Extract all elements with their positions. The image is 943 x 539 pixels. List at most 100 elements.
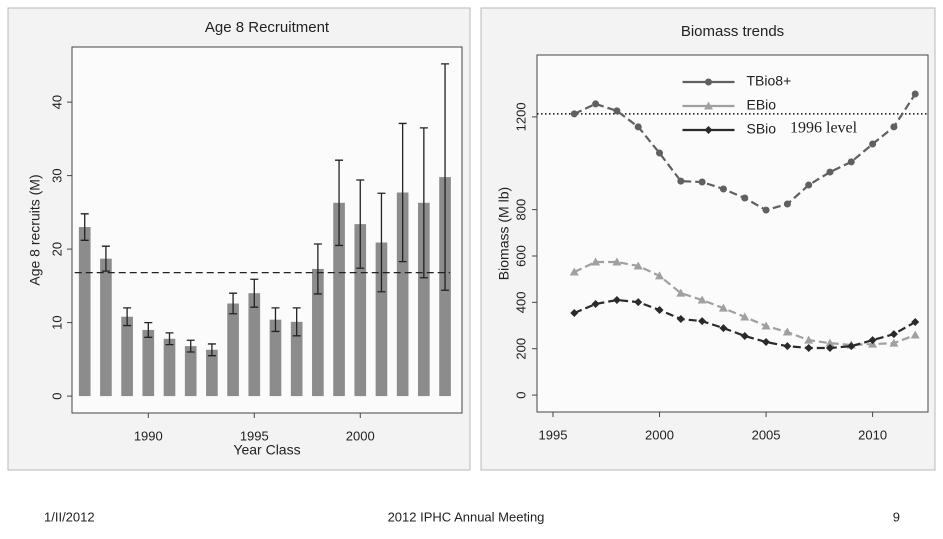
marker <box>719 185 727 193</box>
marker <box>804 344 813 353</box>
marker <box>762 337 771 346</box>
error-bar <box>441 63 450 291</box>
bar <box>227 303 239 397</box>
marker <box>761 321 771 330</box>
error-bar <box>186 339 195 353</box>
marker <box>676 288 686 297</box>
y-tick-label: 10 <box>49 315 64 329</box>
bar <box>396 192 409 397</box>
plot-area <box>536 54 929 413</box>
x-axis-label: Year Class <box>233 442 300 458</box>
error-bar <box>313 243 322 295</box>
marker <box>890 123 898 131</box>
reference-label: 1996 level <box>790 120 858 137</box>
x-tick-label: 2010 <box>858 427 887 442</box>
y-tick-label: 1200 <box>513 102 528 131</box>
marker <box>740 331 749 340</box>
error-bar <box>419 127 428 279</box>
bar <box>206 349 218 397</box>
marker <box>613 107 621 115</box>
x-tick-label: 2000 <box>645 427 674 442</box>
x-tick-label: 2005 <box>752 427 781 442</box>
marker <box>868 336 877 345</box>
x-tick-label: 1995 <box>240 428 269 443</box>
legend-marker <box>704 126 713 134</box>
bar <box>333 202 345 397</box>
marker <box>826 168 834 176</box>
error-bar <box>123 307 132 327</box>
marker <box>782 327 792 336</box>
marker <box>847 158 855 166</box>
bar <box>163 338 176 397</box>
marker <box>698 178 706 186</box>
marker <box>676 315 685 324</box>
error-bar <box>356 179 365 269</box>
marker <box>889 338 899 347</box>
marker <box>570 309 579 318</box>
bar <box>290 321 303 397</box>
y-tick-label: 20 <box>49 242 64 256</box>
error-bar <box>144 321 153 338</box>
legend-label: SBio <box>747 121 777 137</box>
bar <box>269 319 282 397</box>
footer-page: 9 <box>893 509 900 524</box>
bar <box>248 293 261 397</box>
marker <box>592 100 600 108</box>
marker <box>655 306 664 314</box>
error-bar <box>250 278 259 308</box>
marker <box>655 271 665 280</box>
marker <box>869 140 877 148</box>
marker <box>825 344 834 353</box>
error-bar <box>398 122 407 263</box>
marker <box>718 303 728 312</box>
marker <box>805 181 813 189</box>
marker <box>612 296 621 305</box>
marker <box>569 267 579 276</box>
marker <box>677 177 685 185</box>
series-line <box>573 298 916 350</box>
bar <box>312 268 324 397</box>
marker <box>591 257 601 266</box>
marker <box>656 149 664 157</box>
bar <box>142 329 155 397</box>
error-bar <box>292 307 301 337</box>
error-bar <box>101 245 110 272</box>
x-tick-label: 1995 <box>539 427 568 442</box>
bar <box>375 242 388 397</box>
y-axis-label: Biomass (M lb) <box>496 187 512 280</box>
bar <box>78 227 91 397</box>
y-tick-label: 400 <box>513 291 528 313</box>
legend-marker <box>705 78 712 86</box>
bar <box>354 224 367 397</box>
marker <box>634 123 642 131</box>
marker <box>783 200 791 208</box>
y-tick-label: 0 <box>513 391 528 398</box>
y-tick-label: 200 <box>513 338 528 360</box>
footer-date: 1/II/2012 <box>44 509 95 524</box>
error-bar <box>377 192 386 293</box>
error-bar <box>229 292 238 315</box>
marker <box>911 318 920 327</box>
x-tick-label: 1990 <box>134 428 163 443</box>
marker <box>762 206 770 214</box>
marker <box>719 324 728 333</box>
legend-marker <box>704 101 713 110</box>
marker <box>697 295 707 304</box>
bar <box>100 258 112 397</box>
chart-title: Biomass trends <box>681 23 784 40</box>
marker <box>847 342 856 351</box>
marker <box>698 317 707 326</box>
marker <box>740 312 750 321</box>
marker <box>910 330 920 339</box>
error-bar <box>335 159 344 247</box>
marker <box>570 110 578 118</box>
error-bar <box>207 343 216 357</box>
marker <box>591 299 600 308</box>
y-axis-label: Age 8 recruits (M) <box>27 174 43 285</box>
error-bar <box>165 332 174 346</box>
marker <box>889 330 898 339</box>
chart-title: Age 8 Recruitment <box>205 19 330 36</box>
bar <box>418 202 430 397</box>
